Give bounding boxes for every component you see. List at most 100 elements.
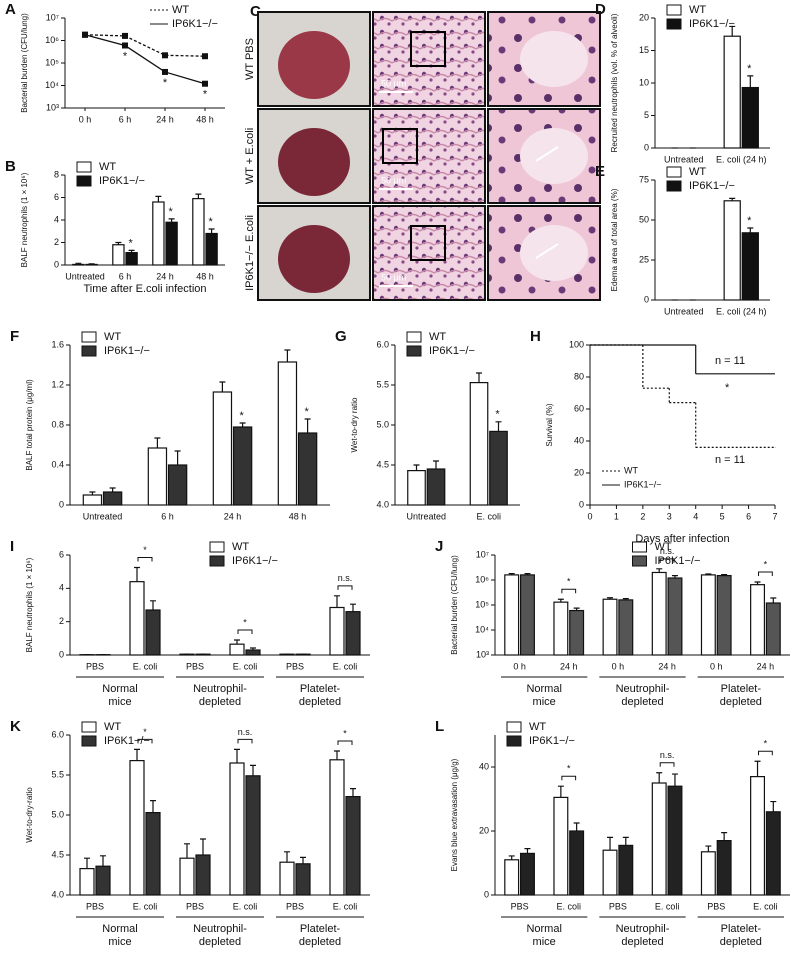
legend-swatch: [506, 721, 522, 733]
significance: *: [203, 89, 208, 101]
y-tick-label: 0: [54, 259, 59, 269]
legend-swatch: [632, 555, 647, 567]
error-bar: [284, 851, 290, 863]
bar: [145, 609, 161, 656]
group-label: Platelet-: [300, 683, 341, 695]
bar: [129, 759, 145, 896]
error-bar: [195, 193, 202, 199]
point: [162, 68, 168, 75]
legend-label: WT: [429, 331, 446, 343]
y-tick-label: 0: [579, 499, 584, 509]
bar: [279, 861, 295, 896]
error-bar: [300, 856, 306, 864]
error-bar: [747, 227, 754, 233]
legend-label: IP6K1−/−: [655, 555, 701, 567]
error-bar: [413, 464, 420, 471]
y-tick-label: 10³: [46, 102, 59, 112]
bar: [85, 263, 98, 266]
error-bar: [100, 855, 106, 867]
y-tick-label: 1.6: [51, 339, 64, 349]
bar: [295, 863, 311, 896]
y-tick-label: 10⁶: [45, 35, 59, 45]
bar: [618, 844, 634, 896]
bracket: [337, 740, 353, 745]
bar: [95, 865, 111, 896]
alveolus: [520, 225, 588, 281]
error-bar: [729, 197, 736, 201]
error-bar: [573, 607, 580, 611]
y-tick-label: 1.2: [51, 379, 64, 389]
group-label: Platelet-: [721, 683, 762, 695]
error-bar: [433, 460, 439, 469]
x-tick-label: 0: [587, 511, 592, 521]
chart-panel: E 0 25 50 75 Edema area of total area (%) WT IP…: [595, 163, 770, 316]
legend-label: WT: [232, 541, 249, 553]
y-tick-label: 5.0: [51, 809, 64, 819]
bar: [700, 574, 716, 656]
x-tick-label: 6 h: [161, 511, 174, 521]
error-bar: [150, 800, 156, 813]
x-tick-label: 1: [614, 511, 619, 521]
panel-label: I: [10, 538, 14, 555]
legend-swatch: [81, 735, 97, 747]
error-bar: [557, 785, 564, 798]
bracket: [237, 738, 253, 744]
x-tick-label: 6 h: [119, 114, 132, 124]
error-bar: [656, 772, 663, 783]
point: [202, 53, 208, 60]
error-bar: [476, 372, 482, 383]
y-tick-label: 10⁷: [46, 12, 59, 22]
bar: [553, 601, 569, 656]
error-bar: [239, 422, 246, 427]
annotation: *: [725, 382, 730, 394]
error-bar: [234, 748, 240, 763]
y-tick-label: 100: [569, 339, 584, 349]
error-bar: [284, 349, 291, 362]
error-bar: [115, 241, 122, 245]
bar: [145, 811, 161, 896]
error-bar: [134, 748, 140, 761]
y-tick-label: 4.0: [51, 889, 64, 899]
group-label: Normal: [102, 923, 137, 935]
significance: *: [304, 406, 309, 418]
error-bar: [168, 218, 175, 223]
group-label: Normal: [526, 683, 561, 695]
legend-label: IP6K1−/−: [99, 175, 145, 187]
y-tick-label: 40: [479, 761, 489, 771]
group-label: mice: [108, 696, 131, 708]
bar: [345, 795, 361, 896]
error-bar: [754, 581, 761, 585]
error-bar: [109, 487, 116, 492]
x-tick-label: E. coli: [133, 901, 158, 911]
y-tick-label: 0: [644, 294, 649, 304]
legend-swatch: [81, 721, 97, 733]
panel-label: E: [595, 163, 605, 180]
x-tick-label: PBS: [286, 661, 304, 671]
y-tick-label: 0: [59, 649, 64, 659]
x-tick-label: 3: [667, 511, 672, 521]
x-tick-label: E. coli: [233, 901, 258, 911]
bar: [245, 775, 261, 896]
bar: [569, 609, 585, 656]
bar: [112, 244, 125, 266]
y-tick-label: 0: [59, 499, 64, 509]
inset-box: [410, 225, 446, 261]
y-axis-label: Wet-to-dry ratio: [350, 397, 359, 453]
image-panel: C WT PBS 50 μm WT + E.coli 50 μm IP6K1−/− E.…: [244, 3, 601, 301]
line: [84, 34, 206, 85]
error-bar: [89, 491, 96, 495]
row-label: WT + E.coli: [244, 128, 256, 184]
bracket: [137, 557, 153, 562]
legend-label: WT: [689, 4, 706, 16]
group-label: Neutrophil-: [616, 923, 670, 935]
bar: [79, 867, 95, 896]
arrow: [535, 243, 559, 259]
legend-swatch: [506, 735, 522, 747]
alveolus: [520, 128, 588, 184]
error-bar: [88, 263, 95, 265]
alveolus: [520, 31, 588, 87]
bar: [741, 86, 759, 149]
y-axis-label: Edema area of total area (%): [610, 188, 619, 291]
error-bar: [622, 836, 629, 846]
